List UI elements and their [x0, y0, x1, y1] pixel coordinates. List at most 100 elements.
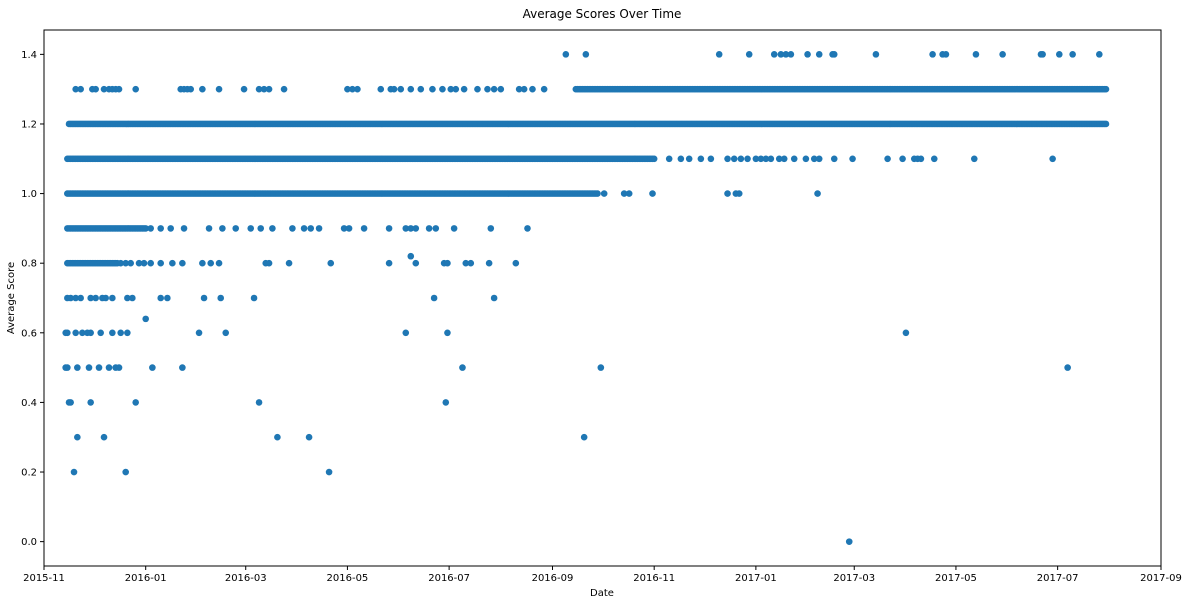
data-point-1907 [1069, 51, 1076, 58]
data-point-1729 [117, 329, 124, 337]
data-point-1825 [762, 155, 770, 163]
data-point-1778 [512, 259, 520, 267]
data-point-1831 [810, 155, 818, 163]
data-point-1705 [132, 399, 139, 406]
data-point-1723 [72, 329, 79, 337]
data-point-1716 [149, 364, 156, 371]
data-point-1861 [260, 85, 268, 93]
data-point-1696 [325, 468, 333, 476]
data-point-1748 [157, 294, 164, 302]
y-axis: 0.0 0.2 0.4 0.6 0.8 1.0 1.2 1.4 [21, 50, 44, 548]
data-point-1706 [255, 399, 263, 406]
data-point-1908 [1096, 51, 1103, 58]
data-point-1806 [600, 190, 608, 197]
data-point-1840 [930, 155, 938, 163]
data-point-1851 [115, 85, 123, 93]
data-point-1795 [345, 225, 353, 232]
data-point-1820 [730, 155, 738, 163]
data-point-1882 [515, 85, 523, 93]
data-point-1712 [95, 364, 103, 371]
data-point-1776 [467, 259, 475, 267]
data-point-1739 [72, 294, 79, 302]
data-point-1751 [217, 294, 225, 302]
data-point-1859 [240, 85, 248, 93]
data-point-1856 [187, 85, 195, 93]
data-point-1891 [777, 51, 785, 58]
y-tick-label-7: 1.4 [21, 50, 37, 61]
data-point-1887 [582, 51, 590, 58]
data-point-1888 [715, 51, 723, 58]
y-tick-label-5: 1.0 [21, 189, 37, 200]
y-tick-label-1: 0.2 [21, 468, 37, 479]
data-point-1802 [432, 225, 440, 232]
data-point-1744 [102, 294, 109, 302]
data-point-1866 [354, 85, 361, 93]
data-point-1890 [770, 51, 778, 58]
data-point-1879 [484, 85, 491, 93]
data-point-1878 [474, 85, 481, 93]
data-point-1693 [845, 538, 853, 545]
data-point-1792 [307, 225, 315, 232]
data-point-1700 [305, 433, 313, 441]
data-point-1873 [429, 85, 436, 93]
y-tick-label-6: 1.2 [21, 119, 37, 130]
data-point-1903 [999, 51, 1006, 58]
data-point-1786 [232, 225, 240, 232]
data-point-1294 [1102, 120, 1110, 128]
data-point-1765 [207, 259, 215, 267]
data-point-1835 [884, 155, 891, 163]
data-point-1749 [164, 294, 171, 302]
data-point-1754 [490, 294, 498, 302]
data-point-1720 [1064, 364, 1071, 371]
chart-title: Average Scores Over Time [523, 7, 682, 21]
data-point-1745 [109, 294, 116, 302]
data-point-1828 [780, 155, 788, 163]
data-point-1730 [124, 329, 131, 337]
data-point-1769 [285, 259, 293, 267]
x-tick-label-2: 2016-03 [225, 573, 267, 584]
data-point-1857 [199, 85, 206, 93]
data-point-1822 [744, 155, 751, 163]
data-point-1816 [685, 155, 693, 163]
data-point-318 [594, 190, 601, 197]
data-point-1895 [815, 51, 823, 58]
data-point-1709 [64, 364, 71, 371]
data-point-1875 [447, 85, 455, 93]
data-point-1827 [775, 155, 783, 163]
x-axis-title: Date [590, 588, 614, 599]
data-point-1761 [157, 259, 164, 267]
data-point-1815 [677, 155, 685, 163]
data-point-1867 [377, 85, 385, 93]
data-point-1771 [385, 259, 393, 267]
data-point-1694 [70, 468, 78, 476]
y-axis-title: Average Score [6, 262, 17, 334]
x-tick-label-5: 2016-09 [532, 573, 574, 584]
data-point-1703 [67, 399, 74, 406]
data-point-1880 [490, 85, 498, 93]
data-point-1733 [402, 329, 410, 337]
data-points [62, 51, 1110, 545]
data-point-1901 [942, 51, 950, 58]
data-point-1807 [620, 190, 628, 197]
data-point-1695 [122, 468, 129, 476]
x-tick-label-1: 2016-01 [125, 573, 167, 584]
data-point-1661 [142, 225, 149, 232]
data-point-1762 [169, 259, 176, 267]
data-point-1819 [724, 155, 731, 163]
x-tick-label-4: 2016-07 [428, 573, 470, 584]
data-point-1613 [1102, 85, 1110, 93]
data-point-1874 [439, 85, 446, 93]
data-point-1785 [219, 225, 226, 232]
x-tick-label-8: 2017-03 [833, 573, 875, 584]
y-tick-label-0: 0.0 [21, 537, 37, 548]
data-point-1841 [970, 155, 978, 163]
data-point-1846 [92, 85, 99, 93]
data-point-1704 [87, 399, 94, 406]
data-point-1738 [67, 294, 74, 302]
data-point-1772 [412, 259, 420, 267]
data-point-1842 [1049, 155, 1056, 163]
x-tick-label-11: 2017-09 [1140, 573, 1182, 584]
data-point-1876 [452, 85, 460, 93]
